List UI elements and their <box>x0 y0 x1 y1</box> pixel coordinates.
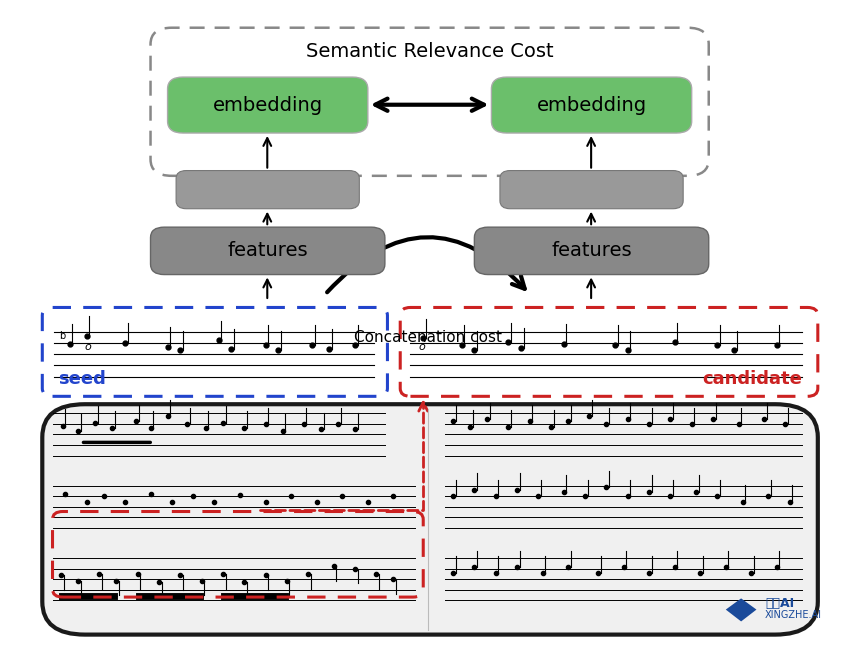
FancyBboxPatch shape <box>150 28 709 176</box>
Text: Semantic Relevance Cost: Semantic Relevance Cost <box>306 42 553 61</box>
FancyBboxPatch shape <box>42 307 387 397</box>
Polygon shape <box>726 598 757 621</box>
Text: seed: seed <box>57 370 105 389</box>
FancyBboxPatch shape <box>42 405 818 635</box>
Text: XINGZHE.AI: XINGZHE.AI <box>765 610 822 620</box>
Text: o: o <box>419 342 426 352</box>
Text: features: features <box>227 241 308 260</box>
Text: candidate: candidate <box>703 370 803 389</box>
FancyBboxPatch shape <box>500 171 683 209</box>
FancyBboxPatch shape <box>492 77 692 133</box>
FancyBboxPatch shape <box>168 77 368 133</box>
FancyBboxPatch shape <box>150 227 385 274</box>
FancyBboxPatch shape <box>176 171 359 209</box>
Text: Concatenation cost: Concatenation cost <box>353 330 502 346</box>
Text: embedding: embedding <box>213 96 323 114</box>
Text: embedding: embedding <box>536 96 646 114</box>
FancyBboxPatch shape <box>400 307 818 397</box>
Text: features: features <box>551 241 632 260</box>
Text: o: o <box>85 342 91 352</box>
Text: 行者AI: 行者AI <box>765 596 794 609</box>
FancyBboxPatch shape <box>475 227 709 274</box>
Text: b: b <box>59 331 66 341</box>
